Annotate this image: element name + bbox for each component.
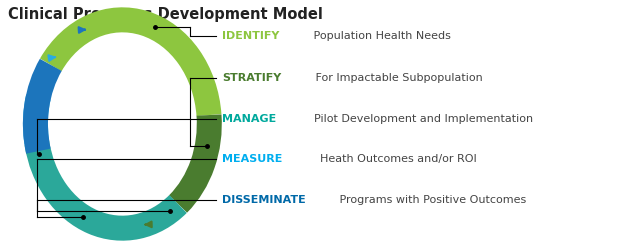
Text: MEASURE: MEASURE xyxy=(222,154,283,164)
Text: Pilot Development and Implementation: Pilot Development and Implementation xyxy=(307,114,533,124)
Text: Clinical Programs Development Model: Clinical Programs Development Model xyxy=(8,7,323,22)
Text: For Impactable Subpopulation: For Impactable Subpopulation xyxy=(312,73,483,83)
Text: STRATIFY: STRATIFY xyxy=(222,73,281,83)
Text: Heath Outcomes and/or ROI: Heath Outcomes and/or ROI xyxy=(313,154,477,164)
Text: IDENTIFY: IDENTIFY xyxy=(222,31,279,41)
Text: Population Health Needs: Population Health Needs xyxy=(310,31,451,41)
Text: MANAGE: MANAGE xyxy=(222,114,276,124)
Text: DISSEMINATE: DISSEMINATE xyxy=(222,195,306,205)
Text: Programs with Positive Outcomes: Programs with Positive Outcomes xyxy=(336,195,527,205)
